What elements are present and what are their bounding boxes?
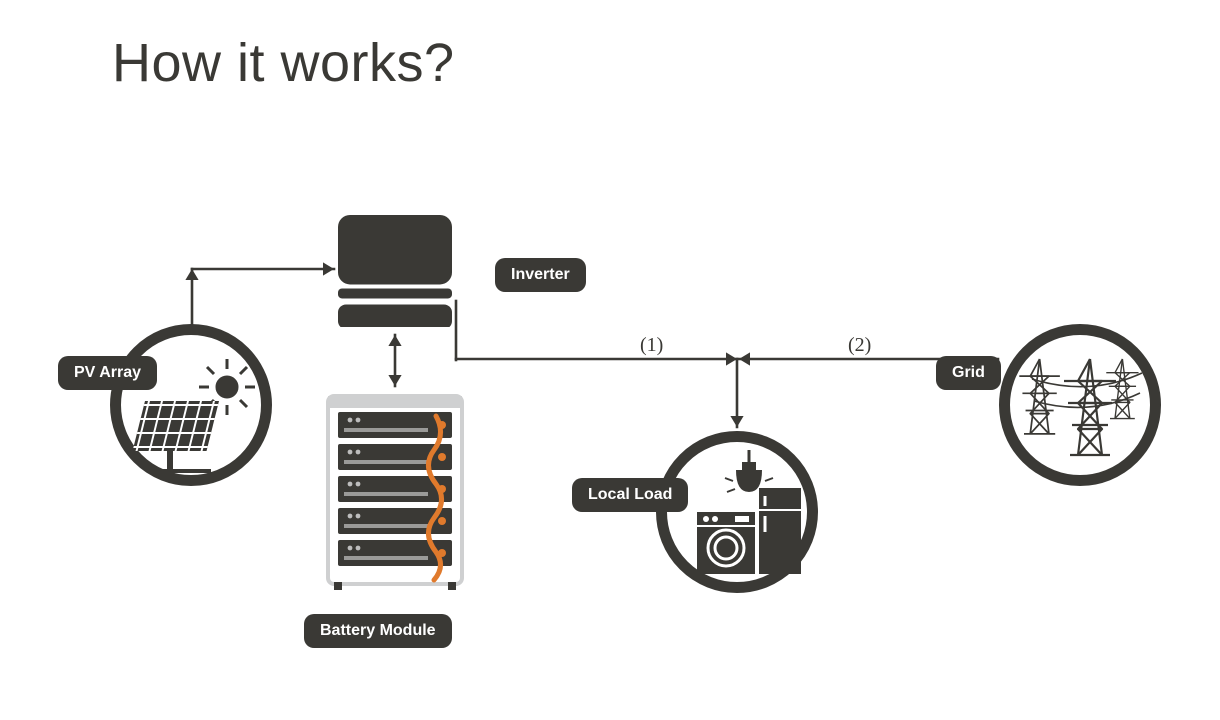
power-grid-icon (1010, 343, 1170, 483)
battery-rack-icon (326, 392, 464, 590)
local-load-icon (673, 448, 823, 588)
inverter-icon (338, 215, 452, 327)
load-ring (656, 431, 818, 593)
page-title: How it works? (112, 32, 455, 94)
node-label-pv: PV Array (58, 356, 157, 390)
node-label-load: Local Load (572, 478, 688, 512)
pv-ring (110, 324, 272, 486)
node-label-grid: Grid (936, 356, 1001, 390)
grid-ring (999, 324, 1161, 486)
edge-label-grid_to_junction: (2) (848, 334, 871, 357)
edge-label-inverter_to_junction: (1) (640, 334, 663, 357)
node-label-inverter: Inverter (495, 258, 586, 292)
node-label-battery: Battery Module (304, 614, 452, 648)
